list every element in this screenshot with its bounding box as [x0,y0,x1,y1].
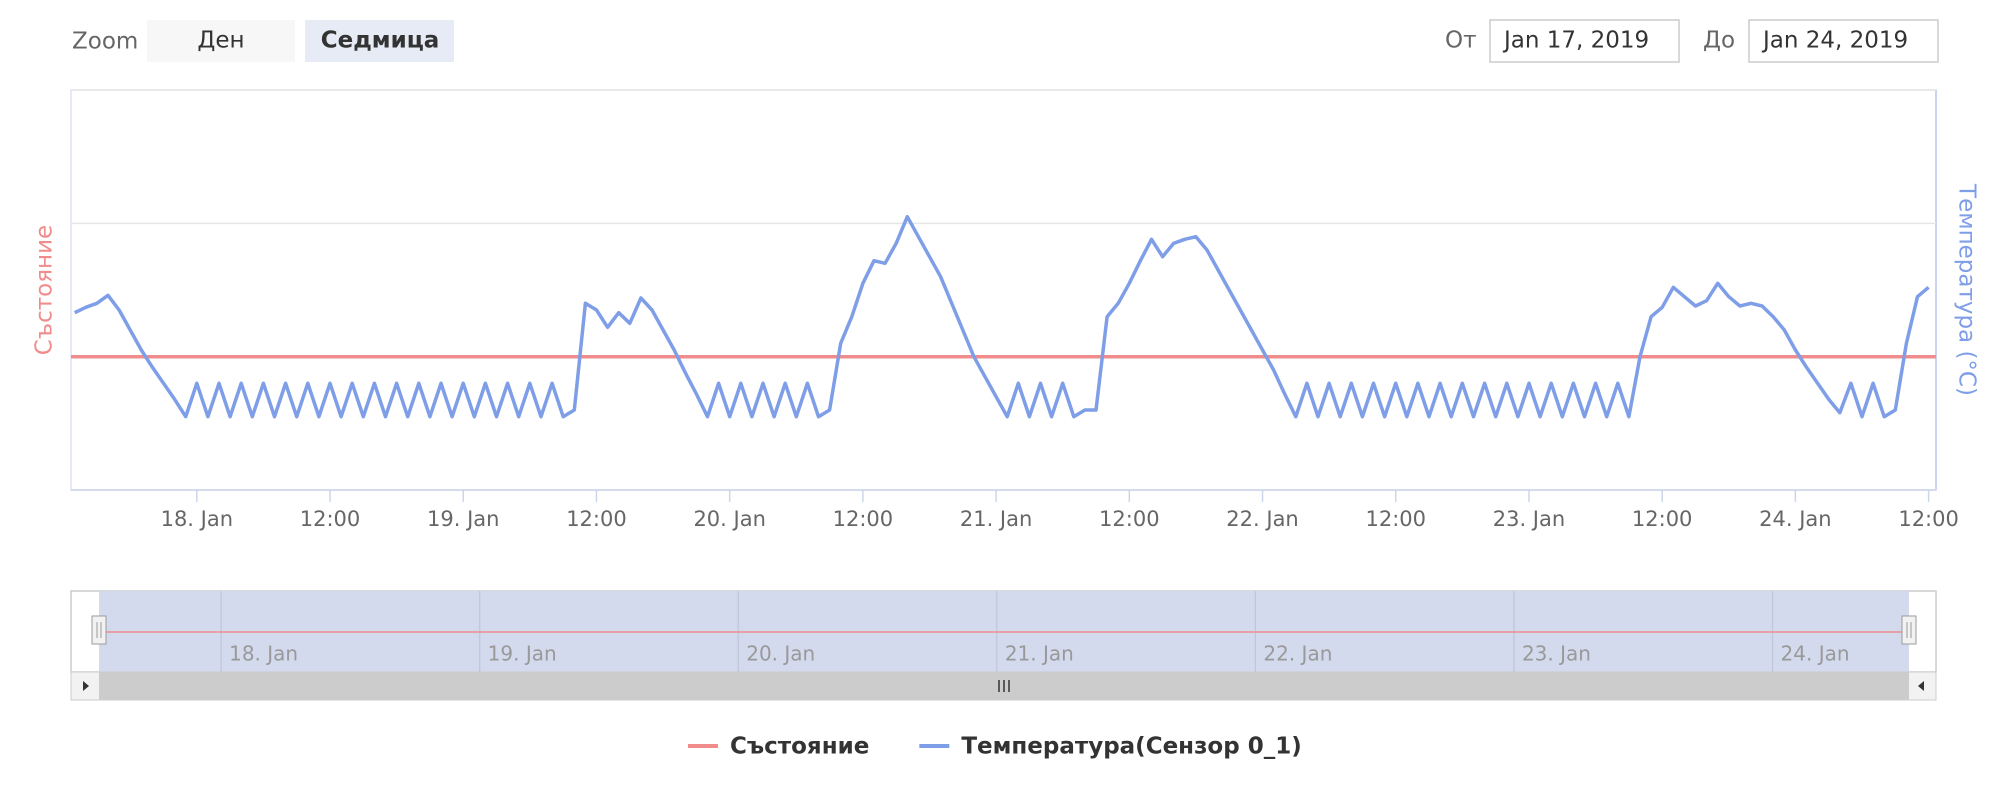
legend-label[interactable]: Състояние [730,734,869,760]
x-tick-label: 19. Jan [427,507,499,531]
zoom-week-label[interactable]: Седмица [321,28,440,54]
scroll-left-arrow[interactable] [83,681,89,691]
zoom-week-button[interactable] [305,20,454,62]
navigator-handle-left[interactable] [91,615,107,645]
from-value[interactable]: Jan 17, 2019 [1502,28,1649,54]
navigator-tick-label: 19. Jan [488,642,557,666]
x-tick-label: 23. Jan [1493,507,1565,531]
x-tick-label: 21. Jan [960,507,1032,531]
x-tick-label: 12:00 [566,507,627,531]
x-tick-label: 24. Jan [1759,507,1831,531]
zoom-label: Zoom [72,29,138,55]
handle-grip [96,622,102,638]
x-tick-label: 12:00 [300,507,361,531]
legend-label[interactable]: Температура(Сензор 0_1) [961,734,1301,760]
x-tick-label: 22. Jan [1226,507,1298,531]
zoom-day-label[interactable]: Ден [197,28,244,54]
to-value[interactable]: Jan 24, 2019 [1761,28,1908,54]
scrollbar-grip [998,680,1010,692]
y-axis-title: Състояние [32,225,58,355]
scroll-right-arrow[interactable] [1918,681,1924,691]
plot-frame [70,89,1937,491]
navigator-tick-label: 18. Jan [229,642,298,666]
to-input[interactable] [1748,19,1939,63]
navigator-tick-label: 23. Jan [1522,642,1591,666]
x-tick-label: 12:00 [1099,507,1160,531]
navigator-handle-right[interactable] [1901,615,1917,645]
from-input[interactable] [1489,19,1680,63]
navigator-tick-label: 22. Jan [1263,642,1332,666]
x-tick-label: 12:00 [1632,507,1693,531]
x-tick-label: 12:00 [1898,507,1959,531]
x-tick-label: 18. Jan [161,507,233,531]
series-line [73,214,1930,419]
handle-grip [1906,622,1912,638]
navigator: 18. Jan 19. Jan 20. Jan 21. Jan 22. Jan 23. J… [99,591,1909,672]
navigator-tick-label: 21. Jan [1005,642,1074,666]
x-tick-label: 20. Jan [693,507,765,531]
x-tick-label: 12:00 [1365,507,1426,531]
to-label: До [1703,28,1735,54]
x-tick-label: 12:00 [833,507,894,531]
y2-axis-title: Температура (°C) [1954,183,1980,396]
from-label: От [1445,28,1477,54]
navigator-tick-label: 20. Jan [746,642,815,666]
navigator-tick-label: 24. Jan [1781,642,1850,666]
zoom-day-button[interactable] [147,20,295,62]
